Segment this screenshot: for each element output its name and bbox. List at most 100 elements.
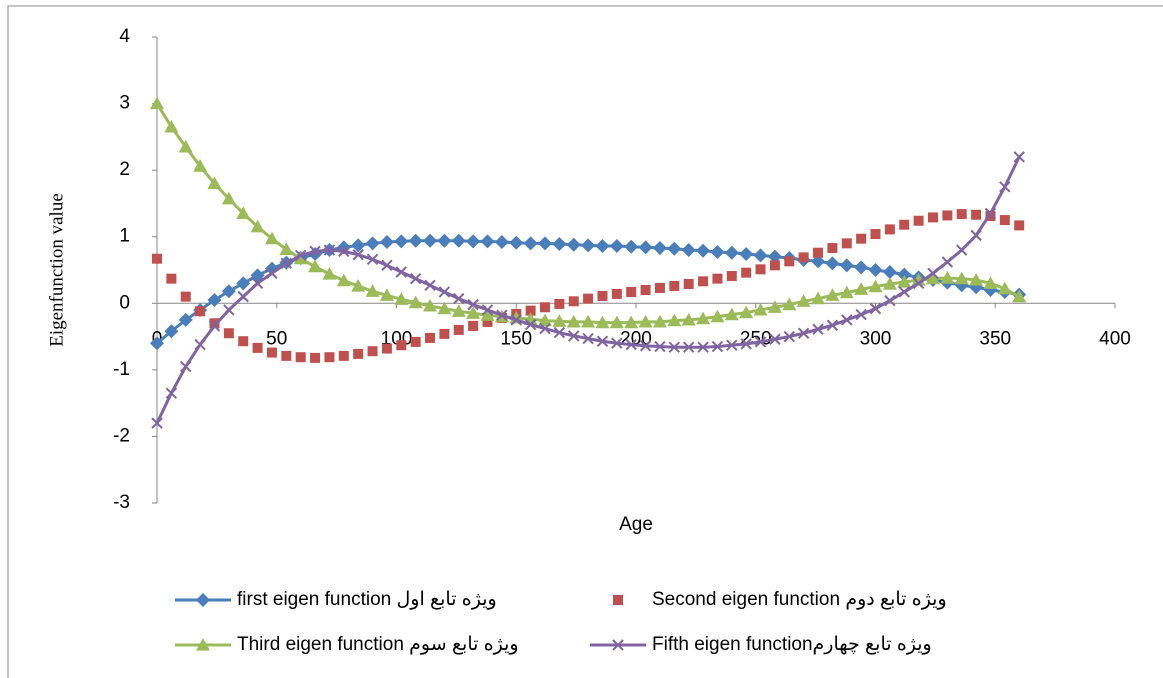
point bbox=[956, 209, 967, 220]
x-tick-label: 300 bbox=[860, 328, 892, 349]
point bbox=[997, 281, 1012, 295]
point bbox=[739, 247, 754, 262]
point bbox=[583, 293, 594, 304]
point bbox=[150, 96, 164, 110]
point bbox=[250, 219, 265, 233]
point bbox=[566, 237, 581, 252]
point bbox=[769, 333, 781, 345]
point bbox=[293, 251, 308, 265]
point bbox=[467, 298, 479, 311]
point bbox=[408, 233, 423, 248]
point bbox=[180, 291, 191, 302]
point bbox=[639, 340, 652, 352]
point bbox=[453, 324, 464, 335]
point bbox=[755, 264, 766, 275]
point bbox=[609, 239, 624, 254]
point bbox=[266, 347, 277, 358]
point bbox=[552, 237, 567, 252]
x-axis-label: Age bbox=[619, 514, 653, 535]
point bbox=[151, 417, 163, 429]
point bbox=[681, 312, 696, 326]
point bbox=[811, 254, 826, 269]
point bbox=[236, 276, 251, 291]
point bbox=[209, 318, 220, 329]
point bbox=[581, 238, 596, 253]
point bbox=[940, 270, 955, 284]
point bbox=[784, 256, 795, 267]
point bbox=[437, 301, 452, 315]
point bbox=[365, 284, 380, 297]
point bbox=[609, 315, 624, 329]
point bbox=[539, 322, 551, 335]
point bbox=[652, 314, 667, 328]
point bbox=[898, 286, 910, 298]
point bbox=[710, 309, 725, 323]
point bbox=[509, 235, 524, 250]
point bbox=[698, 276, 709, 287]
legend-label: first eigen function ويژه تابع اول bbox=[237, 589, 497, 610]
point bbox=[352, 248, 364, 261]
point bbox=[927, 212, 938, 223]
point bbox=[582, 332, 594, 345]
point bbox=[595, 239, 610, 254]
point bbox=[740, 338, 752, 350]
x-tick-label: 50 bbox=[266, 328, 287, 349]
point bbox=[381, 259, 393, 272]
x-tick-label: 400 bbox=[1099, 328, 1131, 349]
point bbox=[466, 306, 481, 319]
point bbox=[726, 270, 737, 281]
point bbox=[510, 314, 522, 326]
point bbox=[394, 234, 409, 249]
legend-label: Second eigen function ويژه تابع دوم bbox=[652, 589, 947, 610]
point bbox=[941, 256, 954, 268]
point bbox=[223, 328, 234, 339]
point bbox=[825, 288, 840, 301]
point bbox=[927, 267, 939, 280]
point bbox=[1014, 220, 1025, 231]
legend-label: Fifth eigen functionويژه تابع چهارم bbox=[652, 634, 932, 655]
point bbox=[942, 210, 953, 221]
point bbox=[682, 341, 695, 353]
point bbox=[208, 320, 221, 332]
point bbox=[237, 290, 249, 303]
point bbox=[595, 315, 610, 329]
point bbox=[753, 302, 768, 316]
legend-marker bbox=[613, 595, 623, 605]
point bbox=[697, 341, 709, 353]
point bbox=[626, 286, 637, 297]
point bbox=[638, 240, 653, 255]
point bbox=[798, 252, 809, 263]
point bbox=[971, 209, 982, 220]
point bbox=[913, 215, 924, 226]
point bbox=[724, 307, 739, 321]
point bbox=[796, 294, 811, 307]
point bbox=[466, 234, 481, 249]
point bbox=[539, 302, 550, 313]
point bbox=[537, 236, 552, 251]
point bbox=[409, 272, 422, 285]
point bbox=[423, 298, 438, 312]
point bbox=[481, 304, 494, 316]
point bbox=[496, 309, 508, 321]
point bbox=[654, 340, 666, 353]
point bbox=[1012, 289, 1027, 303]
point bbox=[524, 318, 537, 331]
point bbox=[667, 313, 682, 327]
point bbox=[252, 342, 263, 353]
point bbox=[353, 348, 364, 359]
point bbox=[568, 296, 579, 307]
point bbox=[669, 280, 680, 291]
point bbox=[813, 247, 824, 258]
point bbox=[854, 260, 869, 275]
point bbox=[336, 273, 351, 287]
point bbox=[638, 314, 653, 328]
point bbox=[710, 245, 725, 260]
point bbox=[554, 298, 565, 309]
point bbox=[769, 260, 780, 271]
point bbox=[683, 278, 694, 289]
point bbox=[724, 245, 739, 260]
point bbox=[667, 241, 682, 256]
point bbox=[983, 276, 998, 289]
point bbox=[423, 233, 438, 248]
